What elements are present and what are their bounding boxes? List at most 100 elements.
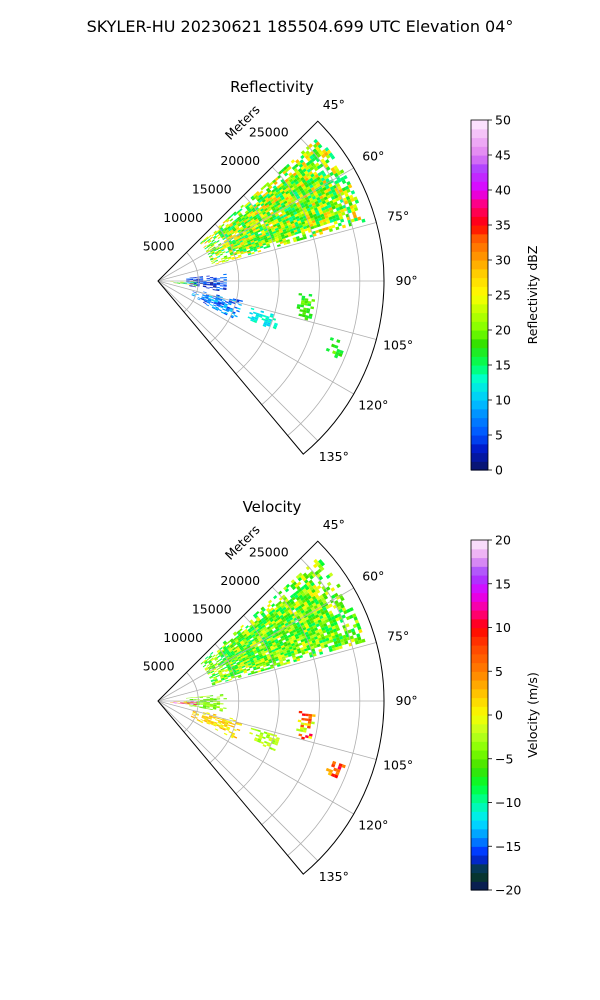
echo-gate <box>323 175 329 180</box>
echo-gate <box>258 199 262 204</box>
echo-gate <box>255 640 260 644</box>
echo-gate <box>260 606 265 611</box>
echo-gate <box>305 633 310 638</box>
echo-gate <box>215 681 219 684</box>
colorbar-segment <box>471 233 488 244</box>
echo-gate <box>325 154 331 160</box>
echo-gate <box>298 293 303 296</box>
echo-gate <box>232 299 237 302</box>
echo-gate <box>267 195 272 199</box>
colorbar-tick-label: 35 <box>495 218 511 233</box>
echo-gate <box>327 617 333 622</box>
echo-gate <box>213 713 217 716</box>
echo-gate <box>233 643 237 647</box>
echo-gate <box>257 738 262 742</box>
echo-gate <box>229 671 234 675</box>
echo-gate <box>186 703 190 705</box>
echo-gate <box>304 154 310 160</box>
echo-gate <box>329 337 334 341</box>
echo-gate <box>312 143 318 149</box>
echo-gate <box>209 698 214 700</box>
echo-region <box>186 273 227 292</box>
echo-gate <box>248 664 253 668</box>
echo-gate <box>180 703 184 704</box>
echo-gate <box>206 287 210 289</box>
colorbar-segment <box>471 540 488 550</box>
echo-gate <box>223 226 228 231</box>
echo-gate <box>209 257 214 260</box>
echo-gate <box>269 225 274 229</box>
range-ring-gridline <box>183 252 199 313</box>
echo-gate <box>207 300 211 303</box>
echo-gate <box>253 229 257 233</box>
echo-gate <box>322 179 327 185</box>
echo-gate <box>287 642 292 646</box>
echo-gate <box>266 626 271 630</box>
echo-gate <box>219 673 223 676</box>
echo-gate <box>230 674 235 677</box>
echo-gate <box>247 663 252 666</box>
range-ring-gridline <box>235 195 280 375</box>
echo-gate <box>261 659 265 663</box>
echo-gate <box>183 702 187 704</box>
echo-gate <box>307 218 312 223</box>
echo-gate <box>226 307 230 310</box>
echo-gate <box>210 679 215 682</box>
echo-gate <box>334 634 340 639</box>
echo-gate <box>302 223 307 228</box>
echo-gate <box>273 624 278 628</box>
echo-gate <box>216 229 221 233</box>
echo-gate <box>221 663 226 666</box>
echo-gate <box>284 234 289 239</box>
echo-gate <box>282 228 287 233</box>
echo-gate <box>338 205 344 210</box>
echo-gate <box>220 283 224 285</box>
echo-gate <box>243 671 248 674</box>
echo-gate <box>299 224 304 229</box>
echo-gate <box>246 206 251 211</box>
echo-gate <box>213 277 217 279</box>
echo-gate <box>316 196 321 201</box>
echo-gate <box>213 668 217 671</box>
echo-gate <box>305 161 311 167</box>
echo-gate <box>324 644 329 648</box>
echo-gate <box>293 178 298 183</box>
echo-gate <box>305 586 310 591</box>
echo-gate <box>223 239 228 243</box>
echo-gate <box>316 603 321 608</box>
echo-gate <box>271 200 276 205</box>
echo-gate <box>209 704 214 706</box>
echo-gate <box>206 284 210 286</box>
range-ring-gridline <box>261 586 320 825</box>
echo-gate <box>244 662 248 666</box>
echo-gate <box>208 296 213 299</box>
colorbar-segment <box>471 338 488 349</box>
echo-gate <box>201 716 206 719</box>
echo-gate <box>307 188 313 193</box>
echo-gate <box>231 676 235 679</box>
echo-gate <box>312 148 318 153</box>
colorbar-segment <box>471 163 488 174</box>
echo-gate <box>334 614 339 619</box>
echo-gate <box>353 206 359 212</box>
echo-gate <box>258 735 263 739</box>
echo-gate <box>326 220 331 225</box>
echo-gate <box>213 258 218 261</box>
echo-gate <box>209 284 214 286</box>
range-ring-gridline <box>261 166 320 405</box>
echo-gate <box>219 695 224 697</box>
echo-gate <box>249 665 253 669</box>
echo-gate <box>213 704 217 706</box>
echo-gate <box>318 621 324 626</box>
echo-gate <box>312 563 318 569</box>
echo-gate <box>283 242 288 246</box>
echo-gate <box>271 229 276 233</box>
echo-gate <box>234 314 238 318</box>
echo-gate <box>328 206 333 211</box>
echo-gate <box>262 654 267 658</box>
echo-gate <box>221 669 225 672</box>
echo-gate <box>262 224 267 229</box>
echo-gate <box>231 722 236 726</box>
echo-gate <box>273 636 278 641</box>
echo-gate <box>251 207 256 211</box>
